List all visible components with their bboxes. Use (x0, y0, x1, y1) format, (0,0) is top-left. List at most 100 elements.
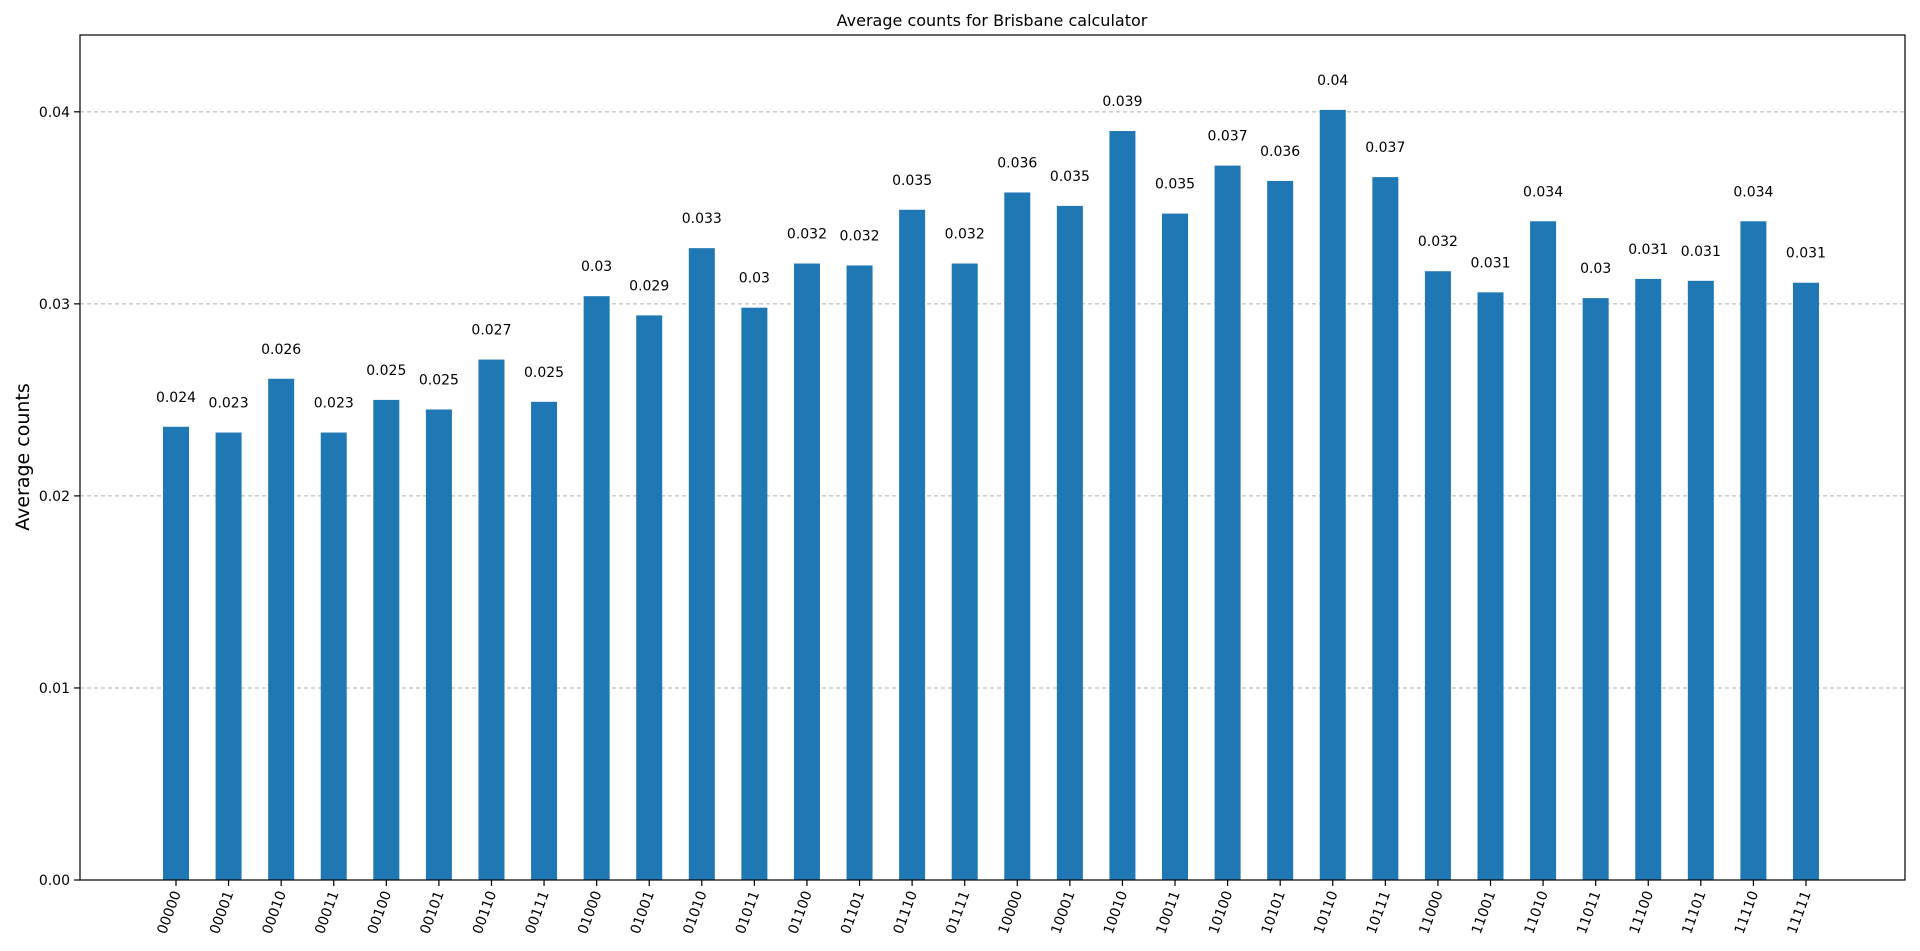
x-tick-label: 00101 (417, 889, 447, 936)
bar (1687, 280, 1714, 880)
bar (899, 209, 926, 881)
bar (1319, 109, 1346, 881)
bar (793, 263, 820, 881)
bar (1214, 165, 1241, 880)
data-label: 0.031 (1786, 246, 1826, 262)
x-tick-label: 01010 (680, 889, 710, 936)
data-label: 0.032 (787, 227, 827, 243)
data-label: 0.035 (1155, 177, 1195, 193)
data-label: 0.031 (1628, 242, 1668, 258)
x-tick-label: 00001 (207, 889, 237, 936)
x-tick-label: 01110 (891, 889, 921, 936)
data-label: 0.026 (261, 342, 301, 358)
x-tick-label: 11101 (1679, 889, 1709, 936)
x-tick-label: 01101 (838, 889, 868, 936)
x-tick-label: 10000 (996, 889, 1026, 936)
x-tick-label: 11110 (1732, 889, 1762, 936)
bar (215, 432, 242, 880)
x-tick-label: 10101 (1259, 889, 1289, 936)
x-tick-label: 11001 (1469, 889, 1499, 936)
bar (531, 401, 558, 880)
x-tick-label: 11111 (1784, 889, 1814, 936)
data-label: 0.025 (419, 372, 459, 388)
x-tick-label: 10011 (1154, 889, 1184, 936)
y-tick-label: 0.01 (39, 681, 70, 697)
bar (636, 315, 663, 880)
data-label: 0.024 (156, 390, 196, 406)
x-tick-label: 10110 (1311, 889, 1341, 936)
data-labels: 0.024 0.023 0.026 0.023 0.025 0.025 0.027 0.025… (156, 73, 1826, 412)
y-tick-label: 0.02 (39, 489, 70, 505)
bar (425, 409, 452, 880)
x-tick-label: 11000 (1416, 889, 1446, 936)
data-label: 0.037 (1365, 140, 1405, 156)
x-tick-label: 10100 (1206, 889, 1236, 936)
bar (951, 263, 978, 881)
data-label: 0.032 (945, 227, 985, 243)
x-tick-label: 10111 (1364, 889, 1394, 936)
data-label: 0.031 (1681, 244, 1721, 260)
bar (741, 307, 768, 880)
data-label: 0.03 (739, 271, 770, 287)
bar (688, 248, 715, 880)
y-axis-ticks: 0.00 0.01 0.02 0.03 0.04 (39, 105, 80, 889)
plot-frame (79, 34, 1906, 881)
x-tick-label: 01000 (575, 889, 605, 936)
data-label: 0.03 (581, 259, 612, 275)
x-tick-label: 01100 (785, 889, 815, 936)
data-label: 0.025 (366, 363, 406, 379)
x-tick-label: 00100 (365, 889, 395, 936)
data-label: 0.025 (524, 365, 564, 381)
bar (1372, 177, 1399, 880)
x-tick-label: 00110 (470, 889, 500, 936)
bar (1530, 221, 1557, 881)
bar (1162, 213, 1189, 880)
y-tick-label: 0.03 (39, 297, 70, 313)
data-label: 0.034 (1523, 184, 1563, 200)
data-label: 0.034 (1733, 184, 1773, 200)
data-label: 0.035 (892, 173, 932, 189)
bar (1635, 278, 1662, 881)
x-tick-label: 01001 (628, 889, 658, 936)
x-tick-label: 10001 (1048, 889, 1078, 936)
x-tick-label: 00011 (312, 889, 342, 936)
x-tick-label: 01111 (943, 889, 973, 936)
x-tick-label: 10010 (1101, 889, 1131, 936)
data-label: 0.032 (1418, 234, 1458, 250)
data-label: 0.036 (997, 155, 1037, 171)
bar (268, 378, 295, 880)
bar (373, 399, 400, 880)
x-axis-ticks: 00000 00001 00010 00011 00100 00101 00110 00111… (154, 880, 1815, 936)
x-tick-label: 00010 (260, 889, 290, 936)
bar (846, 265, 873, 880)
x-tick-label: 01011 (733, 889, 763, 936)
y-tick-label: 0.00 (39, 873, 70, 889)
bar (1740, 221, 1767, 881)
chart-title: Average counts for Brisbane calculator (837, 11, 1148, 30)
bar (1004, 192, 1031, 880)
data-label: 0.023 (314, 396, 354, 412)
x-tick-label: 00111 (523, 889, 553, 936)
x-tick-label: 11100 (1627, 889, 1657, 936)
data-label: 0.023 (209, 396, 249, 412)
bars (163, 109, 1819, 881)
data-label: 0.03 (1580, 261, 1611, 277)
y-tick-label: 0.04 (39, 105, 70, 121)
y-axis-label: Average counts (12, 383, 34, 531)
data-label: 0.036 (1260, 144, 1300, 160)
data-label: 0.027 (471, 323, 511, 339)
bar (1056, 205, 1083, 880)
bar (1109, 131, 1136, 881)
bar (1792, 282, 1819, 880)
x-tick-label: 11010 (1522, 889, 1552, 936)
data-label: 0.037 (1208, 129, 1248, 145)
x-tick-label: 00000 (154, 889, 184, 936)
bar (1582, 298, 1609, 880)
bar (478, 359, 505, 880)
data-label: 0.04 (1317, 73, 1348, 89)
data-label: 0.032 (839, 228, 879, 244)
bar (1424, 271, 1451, 880)
data-label: 0.035 (1050, 169, 1090, 185)
